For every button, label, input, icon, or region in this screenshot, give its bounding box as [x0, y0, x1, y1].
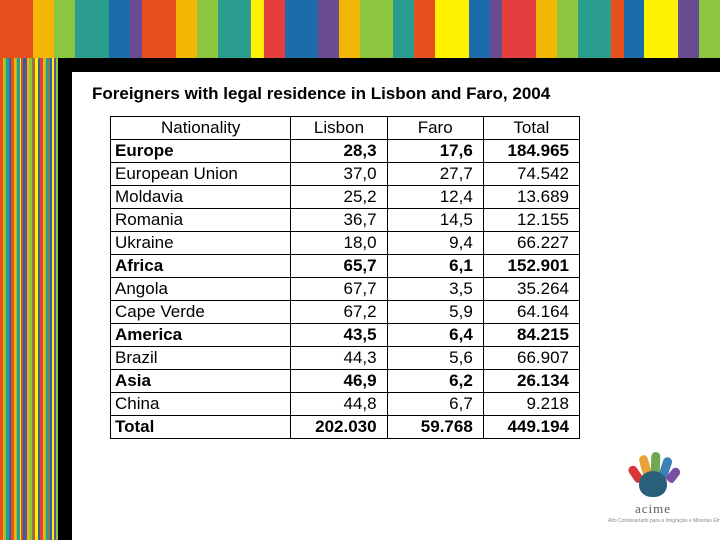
value-cell: 17,6 — [387, 140, 483, 163]
barcode-stripe-top — [0, 0, 720, 58]
table-row: China44,86,79.218 — [111, 393, 580, 416]
nationality-cell: Ukraine — [111, 232, 291, 255]
logo-text: acime — [608, 501, 698, 517]
nationality-cell: Cape Verde — [111, 301, 291, 324]
nationality-cell: Africa — [111, 255, 291, 278]
table-row: Europe28,317,6184.965 — [111, 140, 580, 163]
table-row: Asia46,96,226.134 — [111, 370, 580, 393]
nationality-cell: America — [111, 324, 291, 347]
value-cell: 5,9 — [387, 301, 483, 324]
table-header-cell: Lisbon — [291, 117, 387, 140]
value-cell: 59.768 — [387, 416, 483, 439]
value-cell: 6,7 — [387, 393, 483, 416]
table-body: Europe28,317,6184.965European Union37,02… — [111, 140, 580, 439]
value-cell: 65,7 — [291, 255, 387, 278]
value-cell: 9.218 — [483, 393, 579, 416]
table-row: Africa65,76,1152.901 — [111, 255, 580, 278]
table-header-cell: Nationality — [111, 117, 291, 140]
value-cell: 84.215 — [483, 324, 579, 347]
data-table: NationalityLisbonFaroTotal Europe28,317,… — [110, 116, 580, 439]
value-cell: 37,0 — [291, 163, 387, 186]
table-row: Angola67,73,535.264 — [111, 278, 580, 301]
value-cell: 184.965 — [483, 140, 579, 163]
barcode-stripe-side — [0, 58, 58, 540]
value-cell: 6,4 — [387, 324, 483, 347]
value-cell: 25,2 — [291, 186, 387, 209]
value-cell: 14,5 — [387, 209, 483, 232]
nationality-cell: Total — [111, 416, 291, 439]
nationality-cell: Europe — [111, 140, 291, 163]
value-cell: 67,2 — [291, 301, 387, 324]
table-row: Ukraine18,09,466.227 — [111, 232, 580, 255]
nationality-cell: Brazil — [111, 347, 291, 370]
nationality-cell: Romania — [111, 209, 291, 232]
nationality-cell: Asia — [111, 370, 291, 393]
value-cell: 12,4 — [387, 186, 483, 209]
value-cell: 67,7 — [291, 278, 387, 301]
value-cell: 12.155 — [483, 209, 579, 232]
value-cell: 18,0 — [291, 232, 387, 255]
value-cell: 28,3 — [291, 140, 387, 163]
hand-icon — [623, 449, 683, 499]
table-header-cell: Faro — [387, 117, 483, 140]
value-cell: 26.134 — [483, 370, 579, 393]
value-cell: 35.264 — [483, 278, 579, 301]
nationality-cell: European Union — [111, 163, 291, 186]
black-bar-top — [58, 58, 720, 72]
value-cell: 3,5 — [387, 278, 483, 301]
data-table-wrap: NationalityLisbonFaroTotal Europe28,317,… — [110, 116, 580, 439]
value-cell: 13.689 — [483, 186, 579, 209]
value-cell: 44,3 — [291, 347, 387, 370]
value-cell: 5,6 — [387, 347, 483, 370]
value-cell: 43,5 — [291, 324, 387, 347]
value-cell: 449.194 — [483, 416, 579, 439]
table-row: Moldavia25,212,413.689 — [111, 186, 580, 209]
table-header-cell: Total — [483, 117, 579, 140]
table-header-row: NationalityLisbonFaroTotal — [111, 117, 580, 140]
black-bar-side — [58, 58, 72, 540]
slide-title: Foreigners with legal residence in Lisbo… — [92, 84, 550, 104]
value-cell: 74.542 — [483, 163, 579, 186]
value-cell: 202.030 — [291, 416, 387, 439]
nationality-cell: Moldavia — [111, 186, 291, 209]
acime-logo: acime Alto Comissariado para a Imigração… — [608, 449, 698, 524]
value-cell: 64.164 — [483, 301, 579, 324]
table-row: Total202.03059.768449.194 — [111, 416, 580, 439]
table-row: America43,56,484.215 — [111, 324, 580, 347]
table-row: Brazil44,35,666.907 — [111, 347, 580, 370]
value-cell: 46,9 — [291, 370, 387, 393]
table-row: Cape Verde67,25,964.164 — [111, 301, 580, 324]
nationality-cell: Angola — [111, 278, 291, 301]
table-row: Romania36,714,512.155 — [111, 209, 580, 232]
nationality-cell: China — [111, 393, 291, 416]
logo-subtitle: Alto Comissariado para a Imigração e Min… — [608, 518, 698, 524]
value-cell: 44,8 — [291, 393, 387, 416]
value-cell: 27,7 — [387, 163, 483, 186]
value-cell: 9,4 — [387, 232, 483, 255]
value-cell: 6,1 — [387, 255, 483, 278]
table-row: European Union37,027,774.542 — [111, 163, 580, 186]
value-cell: 66.907 — [483, 347, 579, 370]
value-cell: 66.227 — [483, 232, 579, 255]
value-cell: 152.901 — [483, 255, 579, 278]
value-cell: 6,2 — [387, 370, 483, 393]
value-cell: 36,7 — [291, 209, 387, 232]
